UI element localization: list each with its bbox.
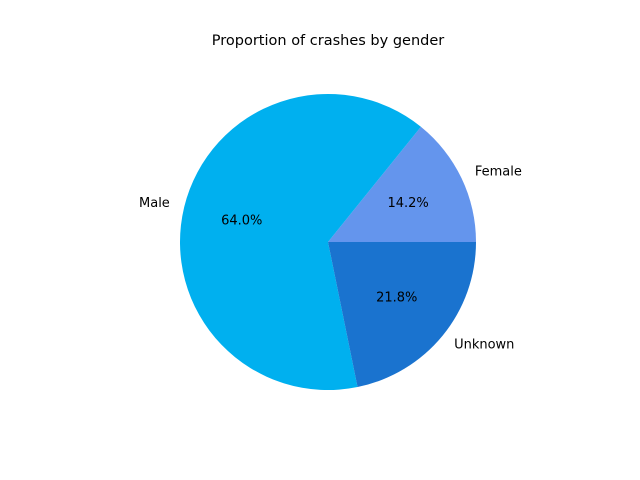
pie-labels: Female 14.2% Male 64.0% Unknown 21.8%: [139, 164, 522, 352]
pie-slices: [179, 94, 476, 391]
pie-slice-unknown: [328, 242, 476, 388]
slice-percent-unknown: 21.8%: [376, 291, 417, 306]
pie-slice-male: [179, 94, 421, 391]
slice-percent-female: 14.2%: [387, 196, 428, 211]
chart-title: Proportion of crashes by gender: [211, 33, 445, 49]
slice-label-unknown: Unknown: [454, 337, 514, 352]
pie-slice-female: [328, 126, 476, 242]
slice-label-male: Male: [139, 196, 170, 211]
slice-percent-male: 64.0%: [221, 213, 262, 228]
slice-label-female: Female: [475, 164, 522, 179]
